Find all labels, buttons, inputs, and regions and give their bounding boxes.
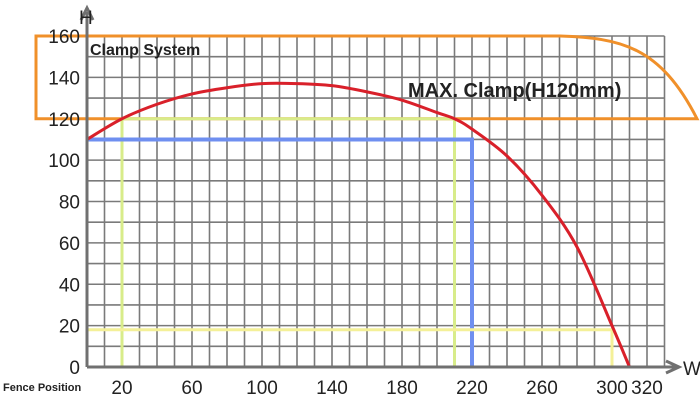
x-tick-label: 100 xyxy=(246,378,278,399)
x-axis-arrow-icon xyxy=(665,359,683,375)
max-capacity-curve xyxy=(86,81,631,368)
x-tick-label: 20 xyxy=(111,378,132,399)
series-layer xyxy=(34,34,700,368)
clamp-system-label: Clamp System xyxy=(90,42,200,59)
y-tick-label: 0 xyxy=(69,358,80,379)
y-tick-label: 20 xyxy=(59,317,80,338)
clamp-region-outline xyxy=(34,34,700,121)
reference-rectangle-1 xyxy=(120,117,456,367)
tick-labels: 0 20 40 60 80 100 120 140 160 20 60 100 140 180 220 260… xyxy=(48,27,663,399)
reference-rectangle-2 xyxy=(87,137,474,367)
x-tick-label: 300 xyxy=(596,378,628,399)
y-axis-arrow-icon xyxy=(79,4,95,21)
x-axis-label: W xyxy=(683,359,700,380)
y-tick-label: 120 xyxy=(48,110,80,131)
x-tick-label: 60 xyxy=(181,378,202,399)
x-tick-label: 320 xyxy=(631,378,663,399)
x-tick-label: 180 xyxy=(386,378,418,399)
y-axis-label: H xyxy=(79,8,93,29)
axes xyxy=(79,4,683,375)
y-tick-label: 60 xyxy=(59,234,80,255)
y-tick-label: 40 xyxy=(59,275,80,296)
y-tick-label: 80 xyxy=(59,193,80,214)
x-tick-label: 260 xyxy=(526,378,558,399)
max-clamp-label: MAX. Clamp(H120mm) xyxy=(408,80,621,102)
x-tick-label: 220 xyxy=(456,378,488,399)
y-tick-label: 160 xyxy=(48,27,80,48)
reference-rectangle-3 xyxy=(87,328,614,367)
x-tick-label: 140 xyxy=(316,378,348,399)
y-tick-label: 140 xyxy=(48,68,80,89)
fence-position-label: Fence Position xyxy=(3,382,82,394)
y-tick-label: 100 xyxy=(48,151,80,172)
